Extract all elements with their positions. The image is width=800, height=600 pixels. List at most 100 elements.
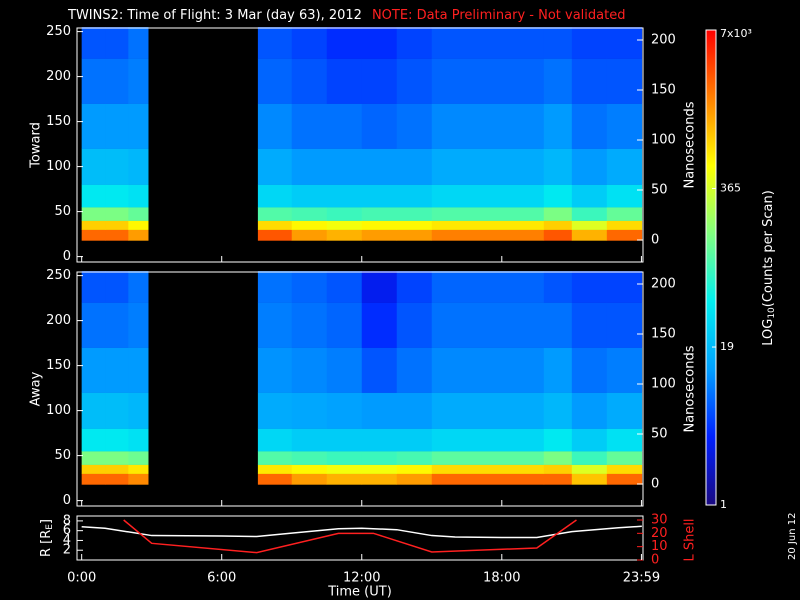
y-tick-label: 8 (63, 513, 71, 528)
heat-cell (361, 103, 398, 149)
heat-cell (571, 103, 608, 149)
y-tick-label: 0 (63, 249, 71, 264)
heat-cell (326, 347, 363, 393)
heat-cell (105, 347, 129, 393)
heat-cell (361, 271, 398, 303)
y2-tick-label: 30 (651, 513, 668, 528)
label-part: (Counts per Scan) (761, 190, 776, 307)
heat-cell (543, 103, 573, 149)
y2-tick-label: 0 (651, 553, 659, 568)
heat-cell (571, 220, 608, 230)
heat-cell (396, 271, 433, 303)
heat-cell (128, 271, 149, 303)
heat-cell (105, 271, 129, 303)
colorbar (705, 29, 717, 506)
heat-cell (571, 207, 608, 221)
heat-cell (431, 302, 545, 348)
heat-cell (543, 428, 573, 452)
heat-cell (105, 229, 129, 241)
y2-tick-label: 100 (651, 133, 676, 148)
heat-cell (326, 58, 363, 104)
heat-cell (396, 347, 433, 393)
heat-cell (606, 229, 643, 241)
heat-cell (543, 58, 573, 104)
heat-cell (396, 451, 433, 465)
heat-cell (81, 347, 106, 393)
heat-cell (128, 184, 149, 208)
y-tick-label: 6 (63, 523, 71, 538)
heat-cell (361, 464, 398, 474)
y2-tick-label: 0 (651, 477, 659, 492)
heat-cell (431, 271, 545, 303)
heat-cell (128, 103, 149, 149)
heat-cell (257, 58, 293, 104)
heat-cell (606, 271, 643, 303)
heat-cell (571, 27, 608, 59)
label-part: R [R (39, 530, 54, 557)
heat-cell (361, 27, 398, 59)
heat-cell (291, 451, 328, 465)
heat-cell (291, 207, 328, 221)
heat-cell (291, 229, 328, 241)
heat-cell (431, 27, 545, 59)
y-tick-label: 50 (54, 448, 71, 463)
heat-cell (81, 302, 106, 348)
x-tick-label: 18:00 (483, 571, 520, 586)
heat-cell (257, 451, 293, 465)
heat-cell (571, 392, 608, 429)
heat-cell (326, 451, 363, 465)
note: NOTE: Data Preliminary - Not validated (372, 8, 626, 23)
heat-cell (291, 271, 328, 303)
heat-cell (291, 184, 328, 208)
heat-cell (543, 184, 573, 208)
heat-cell (105, 27, 129, 59)
heat-cell (291, 148, 328, 185)
plot-frame (76, 515, 644, 561)
heat-cell (257, 184, 293, 208)
heat-cell (431, 473, 545, 485)
heat-cell (128, 229, 149, 241)
heat-cell (128, 220, 149, 230)
heat-cell (326, 392, 363, 429)
heat-cell (431, 464, 545, 474)
heat-cell (105, 473, 129, 485)
heat-cell (257, 392, 293, 429)
heat-cell (257, 148, 293, 185)
heat-cell (291, 428, 328, 452)
heat-cell (543, 302, 573, 348)
y-tick-label: 150 (46, 358, 71, 373)
y2-axis-label: Nanoseconds (683, 345, 698, 432)
heat-cell (571, 464, 608, 474)
colorbar-tick-label: 1 (720, 498, 727, 511)
heat-cell (606, 302, 643, 348)
heat-cell (326, 148, 363, 185)
heat-cell (543, 148, 573, 185)
heat-cell (105, 184, 129, 208)
heat-cell (326, 473, 363, 485)
heat-cell (257, 347, 293, 393)
x-axis-label: Time (UT) (327, 585, 392, 600)
label-sub: 10 (767, 307, 777, 319)
x-tick-label: 0:00 (67, 571, 96, 586)
heat-cell (571, 428, 608, 452)
x-tick-label: 6:00 (207, 571, 236, 586)
heat-cell (257, 473, 293, 485)
heat-cell (606, 473, 643, 485)
heat-cell (396, 58, 433, 104)
x-tick-label: 12:00 (343, 571, 380, 586)
heat-cell (128, 451, 149, 465)
heat-cell (431, 451, 545, 465)
y-tick-label: 100 (46, 159, 71, 174)
y2-tick-label: 200 (651, 277, 676, 292)
heat-cell (81, 473, 106, 485)
heat-cell (81, 220, 106, 230)
heat-cell (396, 220, 433, 230)
y2-tick-label: 0 (651, 233, 659, 248)
y2-tick-label: 50 (651, 183, 668, 198)
heat-cell (257, 229, 293, 241)
y-tick-label: 200 (46, 313, 71, 328)
heat-cell (105, 392, 129, 429)
label-part: ] (39, 519, 54, 524)
heat-cell (105, 103, 129, 149)
